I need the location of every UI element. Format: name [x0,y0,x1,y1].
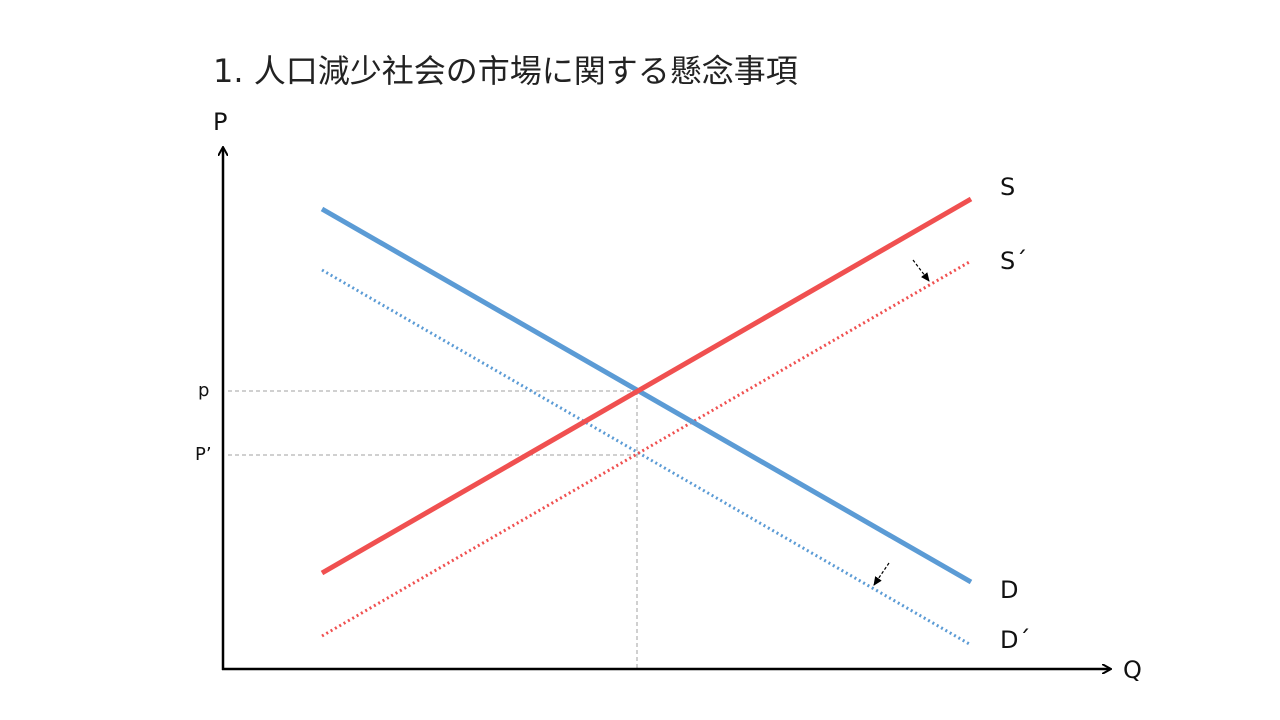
x-axis-label: Q [1123,656,1142,684]
supply-curve [320,196,973,576]
price-label-p: p [198,380,209,401]
supply-label: S [1000,173,1015,201]
supply-shifted-curve [321,259,972,638]
demand-shifted-curve [321,268,972,647]
demand-shift-arrow [873,562,890,586]
demand-label: D [1000,576,1018,604]
price-label-p-prime: P’ [195,444,212,465]
supply-shifted-label: S´ [1000,247,1027,275]
supply-shift-arrow [912,259,930,282]
demand-curve [320,206,973,585]
slide-title: 1. 人口減少社会の市場に関する懸念事項 [213,52,798,90]
y-axis-label: P [213,108,227,136]
demand-shifted-label: D´ [1000,626,1030,654]
